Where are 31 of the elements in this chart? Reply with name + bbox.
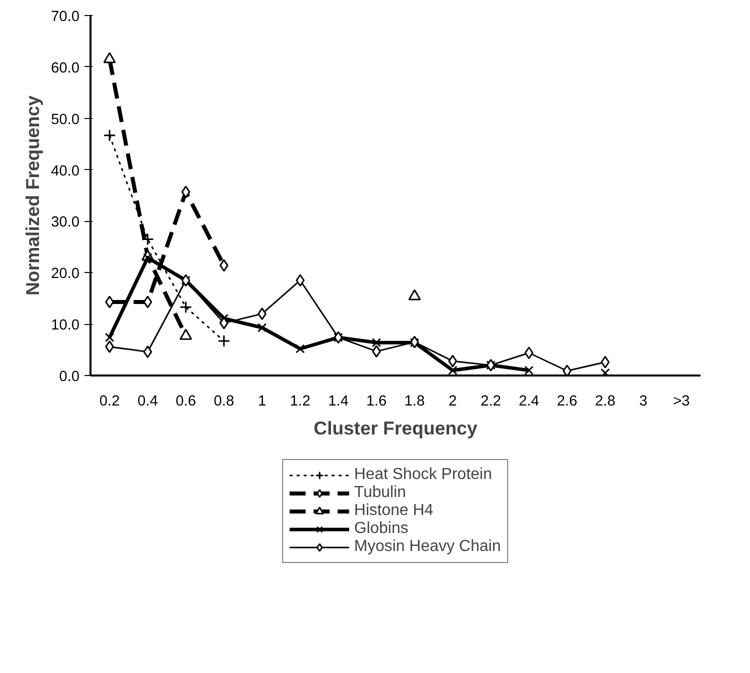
x-tick-label: 2.6 — [556, 394, 578, 410]
x-tick-label: 1.8 — [404, 394, 425, 410]
x-tick-label: 2.2 — [480, 394, 501, 410]
legend-label: Myosin Heavy Chain — [354, 538, 501, 556]
legend-label: Histone H4 — [354, 502, 434, 520]
y-tick-label: 50.0 — [50, 112, 80, 128]
y-tick-label: 20.0 — [50, 266, 80, 282]
y-tick-label: 70.0 — [50, 9, 80, 25]
legend-label: Globins — [354, 520, 408, 538]
x-axis-title: Cluster Frequency — [314, 418, 478, 438]
x-tick-label: 0.2 — [99, 394, 120, 410]
y-tick-label: 10.0 — [50, 318, 80, 334]
x-tick-label: 2 — [448, 394, 457, 410]
y-tick-label: 30.0 — [50, 214, 80, 231]
y-tick-label: 60.0 — [50, 60, 80, 76]
x-tick-label: 0.8 — [214, 394, 234, 410]
y-tick-label: 0.0 — [59, 369, 80, 385]
x-tick-label: 1.2 — [290, 394, 310, 410]
x-tick-label: 0.6 — [176, 394, 196, 410]
y-tick-label: 40.0 — [50, 163, 80, 180]
x-tick-label: 1.6 — [366, 394, 387, 410]
x-tick-label: 2.4 — [518, 394, 540, 410]
x-tick-label: 1.4 — [328, 394, 348, 410]
x-tick-label: 3 — [639, 394, 648, 410]
legend-label: Heat Shock Protein — [354, 466, 492, 484]
x-tick-label: >3 — [673, 394, 690, 410]
x-tick-label: 2.8 — [595, 394, 616, 410]
y-axis-title: Normalized Frequency — [22, 94, 43, 296]
legend-label: Tubulin — [354, 484, 406, 502]
x-tick-label: 1 — [258, 394, 266, 410]
x-tick-label: 0.4 — [138, 394, 158, 410]
